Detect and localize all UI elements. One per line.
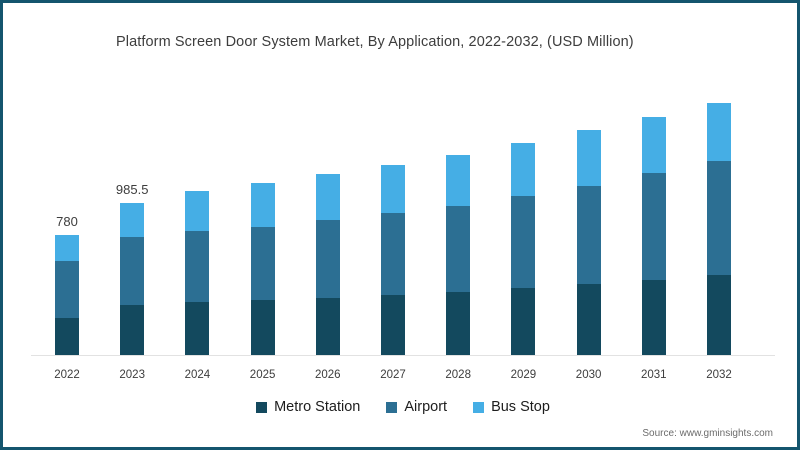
bar-segment-metro-station-2022[interactable]: [55, 318, 79, 355]
bar-2022[interactable]: [55, 235, 79, 355]
bar-segment-airport-2022[interactable]: [55, 261, 79, 319]
x-tick-2026: 2026: [315, 369, 341, 381]
source-attribution: Source: www.gminsights.com: [642, 428, 773, 439]
bar-2032[interactable]: [707, 102, 731, 355]
x-tick-2023: 2023: [119, 369, 145, 381]
bar-segment-airport-2025[interactable]: [250, 226, 275, 301]
bar-segment-bus-stop-2032[interactable]: [707, 102, 731, 162]
legend-label: Metro Station: [274, 399, 361, 415]
bar-segment-airport-2028[interactable]: [446, 205, 471, 292]
legend-item-metro-station[interactable]: Metro Station: [256, 399, 360, 415]
bar-segment-airport-2029[interactable]: [511, 195, 536, 289]
bar-segment-bus-stop-2025[interactable]: [250, 182, 275, 227]
bar-segment-metro-station-2023[interactable]: [120, 305, 145, 355]
legend-swatch-icon: [386, 401, 398, 413]
data-label-2022: 780: [56, 214, 78, 229]
bar-segment-metro-station-2028[interactable]: [446, 291, 471, 355]
bar-segment-airport-2032[interactable]: [707, 161, 731, 275]
bar-2028[interactable]: [446, 155, 471, 355]
legend-label: Bus Stop: [491, 399, 550, 415]
x-axis-line: [31, 355, 775, 356]
chart-legend: Metro Station Airport Bus Stop: [3, 399, 800, 415]
bar-segment-bus-stop-2031[interactable]: [641, 116, 666, 174]
x-tick-2027: 2027: [380, 369, 406, 381]
bar-segment-bus-stop-2029[interactable]: [511, 142, 536, 196]
bar-segment-bus-stop-2024[interactable]: [185, 191, 210, 232]
bar-segment-airport-2027[interactable]: [381, 212, 405, 295]
bar-2029[interactable]: [511, 142, 536, 355]
legend-swatch-icon: [256, 401, 268, 413]
bar-segment-airport-2030[interactable]: [576, 185, 601, 285]
bar-segment-bus-stop-2023[interactable]: [120, 203, 145, 238]
bar-segment-metro-station-2027[interactable]: [381, 295, 405, 355]
bar-segment-bus-stop-2026[interactable]: [315, 174, 340, 221]
bar-segment-airport-2026[interactable]: [315, 220, 340, 299]
x-tick-2022: 2022: [54, 369, 80, 381]
bar-2026[interactable]: [315, 174, 340, 355]
bar-2025[interactable]: [250, 182, 275, 355]
data-label-2023: 985.5: [115, 182, 149, 198]
bar-2030[interactable]: [576, 130, 601, 355]
legend-item-airport[interactable]: Airport: [386, 399, 447, 415]
bar-2031[interactable]: [641, 116, 666, 355]
legend-item-bus-stop[interactable]: Bus Stop: [473, 399, 550, 415]
bar-2023[interactable]: [120, 203, 145, 355]
bar-segment-bus-stop-2022[interactable]: [55, 235, 79, 262]
bar-2027[interactable]: [381, 165, 405, 355]
bar-segment-airport-2024[interactable]: [185, 231, 210, 302]
bar-segment-metro-station-2025[interactable]: [250, 300, 275, 355]
x-tick-2024: 2024: [184, 369, 211, 381]
bar-2024[interactable]: [185, 191, 210, 355]
chart-title: Platform Screen Door System Market, By A…: [116, 34, 634, 50]
bar-segment-metro-station-2031[interactable]: [641, 279, 666, 355]
bar-segment-metro-station-2024[interactable]: [185, 301, 210, 355]
x-tick-2028: 2028: [445, 369, 471, 381]
bar-segment-metro-station-2032[interactable]: [707, 275, 731, 355]
bar-segment-metro-station-2029[interactable]: [511, 288, 536, 355]
x-tick-2025: 2025: [249, 369, 276, 381]
bar-segment-airport-2023[interactable]: [120, 237, 145, 305]
x-tick-2031: 2031: [641, 369, 667, 381]
bar-segment-airport-2031[interactable]: [641, 173, 666, 280]
bar-segment-metro-station-2026[interactable]: [315, 298, 340, 355]
bar-segment-bus-stop-2028[interactable]: [446, 155, 471, 206]
x-tick-2030: 2030: [575, 369, 602, 381]
bar-segment-bus-stop-2030[interactable]: [576, 130, 601, 186]
bar-segment-metro-station-2030[interactable]: [576, 284, 601, 355]
plot-area: 780 985.5 2022 2023 2024 2025 2026 2027 2028 202…: [3, 3, 800, 453]
bar-segment-bus-stop-2027[interactable]: [381, 165, 405, 213]
legend-swatch-icon: [473, 401, 485, 413]
legend-label: Airport: [404, 399, 448, 415]
x-tick-2029: 2029: [510, 369, 537, 381]
x-tick-2032: 2032: [706, 369, 732, 381]
